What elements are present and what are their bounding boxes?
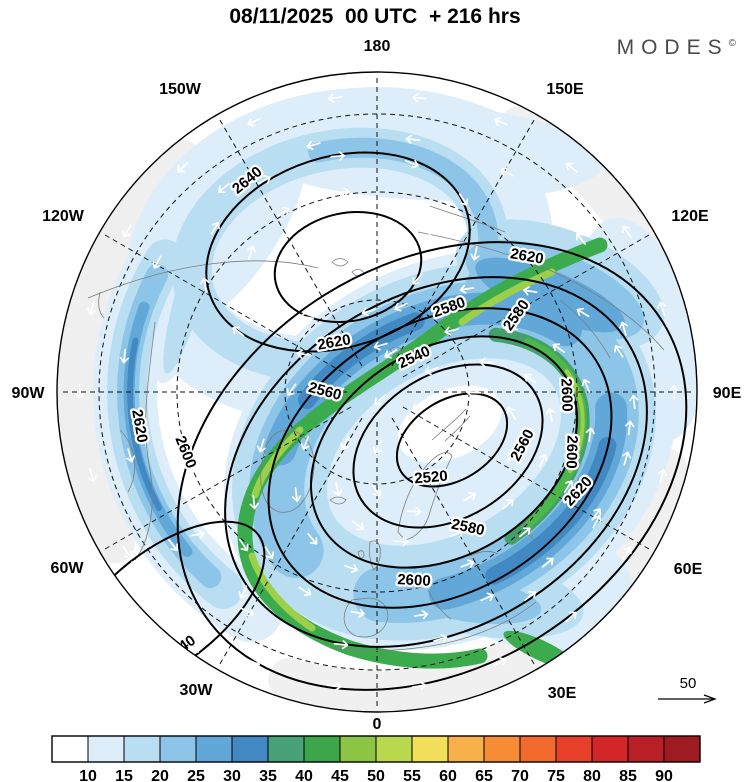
colorbar-cell: [159, 735, 197, 763]
page-title: 08/11/2025 00 UTC + 216 hrs: [229, 5, 521, 28]
colorbar-cell: [519, 735, 557, 763]
colorbar-tick-label: 75: [547, 768, 565, 782]
colorbar-cell: [411, 735, 449, 763]
colorbar-cell: [123, 735, 161, 763]
colorbar-tick-label: 20: [151, 768, 169, 782]
colorbar-tick-label: 40: [295, 768, 313, 782]
longitude-label: 150W: [159, 81, 202, 98]
reference-vector-label: 50: [680, 675, 697, 692]
wind-arrows: [75, 93, 679, 691]
colorbar-tick-label: 55: [403, 768, 421, 782]
contour-label: 2520: [414, 468, 449, 488]
colorbar-tick-label: 25: [187, 768, 205, 782]
colorbar-cell: [627, 735, 665, 763]
longitude-label: 120W: [42, 208, 85, 225]
colorbar-cell: [375, 735, 413, 763]
colorbar-tick-label: 45: [331, 768, 349, 782]
colorbar-cell: [51, 735, 89, 763]
colorbar-tick-label: 90: [655, 768, 673, 782]
longitude-label: 60W: [51, 560, 85, 577]
longitude-label: 30W: [180, 682, 214, 699]
colorbar-cell: [591, 735, 629, 763]
colorbar-tick-label: 35: [259, 768, 277, 782]
graticule: [59, 74, 695, 710]
colorbar-cell: [483, 735, 521, 763]
colorbar: 10 15 20 25 30 35 40 45 50 55 60 65 70 75 80 85 90: [51, 735, 701, 782]
copyright-icon: ©: [728, 38, 736, 49]
colorbar-tick-label: 50: [367, 768, 385, 782]
colorbar-tick-label: 70: [511, 768, 529, 782]
longitude-label: 120E: [671, 208, 709, 225]
colorbar-cell: [87, 735, 125, 763]
longitude-labels: 180 150E 120E 90E 60E 30E 0 30W 60W 90W 120W 150W: [12, 38, 742, 733]
longitude-label: 90W: [12, 385, 46, 402]
colorbar-cell: [195, 735, 233, 763]
brand-text: MODES: [616, 36, 729, 59]
colorbar-tick-label: 60: [439, 768, 457, 782]
colorbar-tick-label: 15: [115, 768, 133, 782]
longitude-label: 60E: [674, 561, 703, 578]
reference-vector: 50: [658, 675, 717, 704]
colorbar-cell: [231, 735, 269, 763]
colorbar-tick-label: 85: [619, 768, 637, 782]
colorbar-cell: [303, 735, 341, 763]
map-boundary-circle: [56, 71, 698, 713]
longitude-label: 0: [373, 716, 382, 733]
longitude-label: 150E: [546, 81, 584, 98]
longitude-label: 30E: [548, 685, 577, 702]
longitude-label: 180: [364, 38, 391, 55]
colorbar-tick-label: 65: [475, 768, 493, 782]
contour-label: 2600: [557, 378, 575, 412]
colorbar-cell: [267, 735, 305, 763]
colorbar-cell: [447, 735, 485, 763]
colorbar-tick-label: 10: [79, 768, 97, 782]
contour-label: 2600: [397, 571, 431, 590]
colorbar-cell: [663, 735, 701, 763]
colorbar-cell: [339, 735, 377, 763]
colorbar-tick-label: 30: [223, 768, 241, 782]
longitude-label: 90E: [713, 385, 742, 402]
contour-label: 2640: [162, 632, 199, 665]
colorbar-cell: [555, 735, 593, 763]
contour-label: 2600: [562, 435, 580, 469]
brand-logo: MODES©: [516, 36, 736, 60]
colorbar-tick-label: 80: [583, 768, 601, 782]
